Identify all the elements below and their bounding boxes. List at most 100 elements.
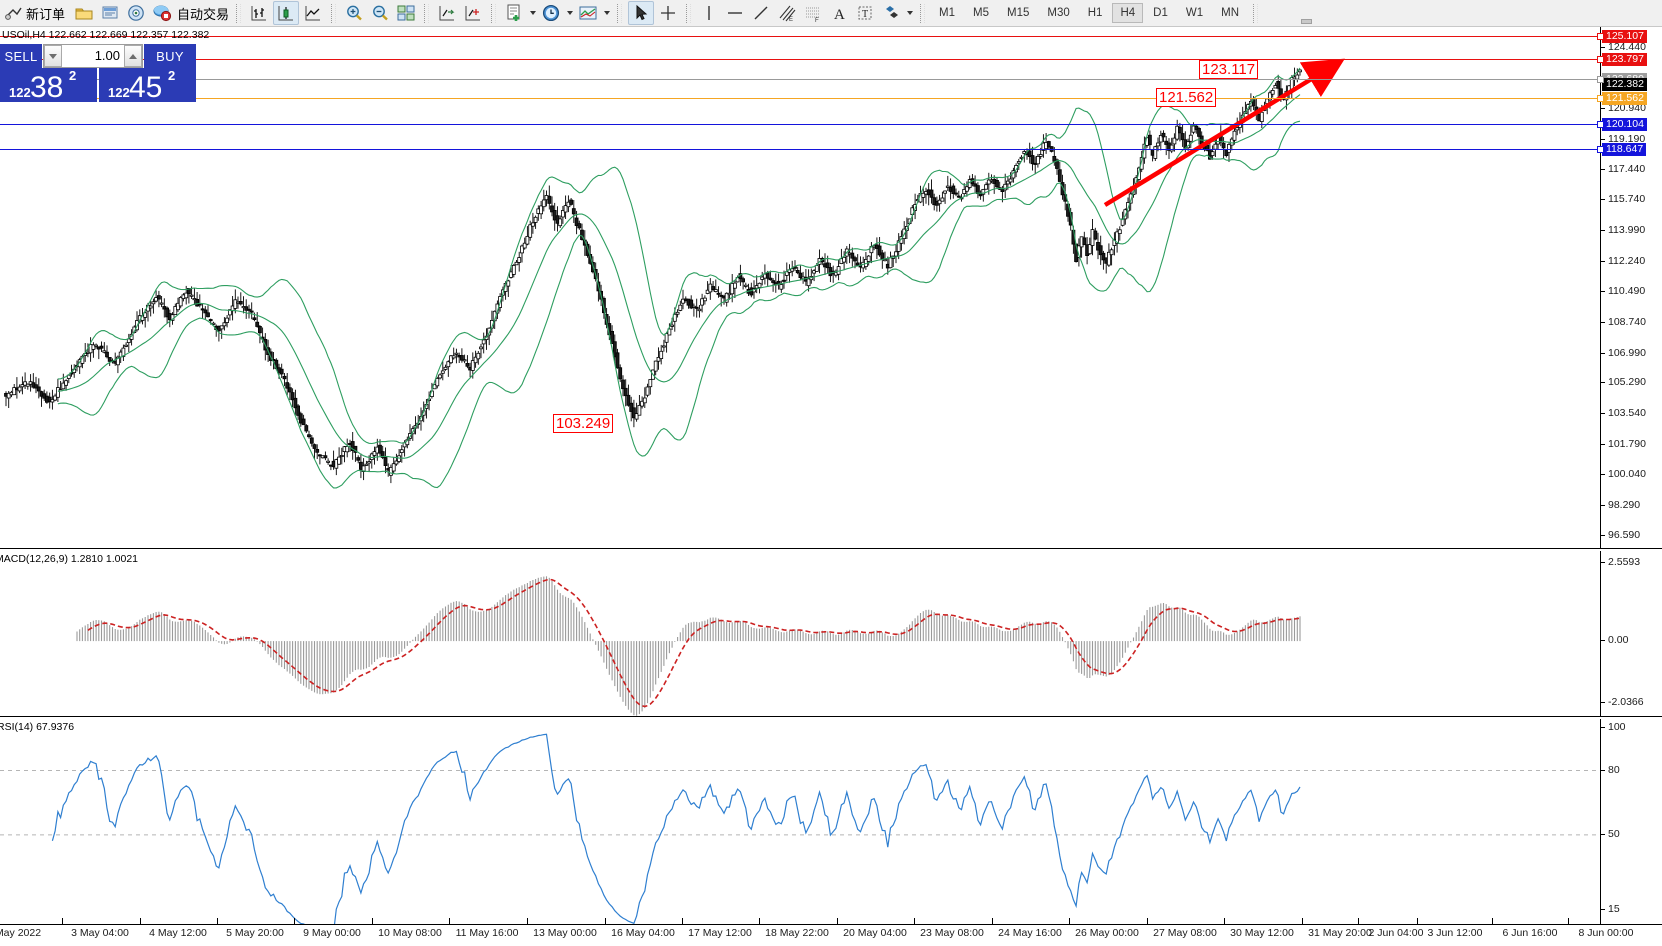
time-tick-mark (1069, 918, 1070, 925)
chart-area[interactable]: 124.440 120.940 119.190 117.440 115.740 113.9… (0, 19, 1662, 946)
tile-windows-button[interactable] (394, 2, 418, 24)
chart-annotation[interactable]: 103.249 (553, 414, 614, 433)
timeframe-mn[interactable]: MN (1221, 7, 1239, 19)
new-order-button[interactable]: 新订单 (1, 2, 70, 25)
time-tick-label: 18 May 22:00 (765, 927, 829, 939)
price-level-handle[interactable] (1597, 32, 1604, 40)
timeframe-w1[interactable]: W1 (1185, 7, 1204, 19)
period-dropdown-arrow[interactable] (564, 3, 575, 23)
price-level-label[interactable]: 121.562 (1602, 92, 1647, 106)
price-level-label[interactable]: 118.647 (1602, 143, 1647, 157)
price-axis[interactable]: 124.440 120.940 119.190 117.440 115.740 113.9… (1600, 27, 1662, 548)
price-tick: 96.590 (1601, 529, 1640, 541)
price-level-line[interactable] (0, 98, 1600, 100)
tile-windows-icon (397, 5, 415, 21)
svg-text:T: T (862, 9, 868, 20)
zoom-in-button[interactable] (342, 2, 366, 24)
toolbar-separator (491, 3, 497, 23)
price-level-handle[interactable] (1597, 75, 1604, 83)
crosshair-button[interactable] (656, 2, 680, 24)
fibonacci-button[interactable]: F (801, 2, 825, 24)
equidistant-channel-button[interactable]: E (775, 2, 799, 24)
timeframe-h4[interactable]: H4 (1112, 3, 1144, 23)
chart-scroll-nub[interactable] (1301, 19, 1312, 24)
timeframe-m30[interactable]: M30 (1047, 7, 1070, 19)
chart-annotation[interactable]: 123.117 (1199, 60, 1259, 79)
timeframe-m15[interactable]: M15 (1007, 7, 1030, 19)
text-label-button[interactable]: T (853, 2, 877, 24)
buy-price-display[interactable]: 122 45 2 (99, 68, 196, 104)
candlestick-chart-button[interactable] (273, 1, 300, 25)
shapes-icon (886, 6, 899, 18)
rsi-pane[interactable]: RSI(14) 67.9376 100 80 50 15 (0, 719, 1662, 925)
shapes-dropdown-arrow[interactable] (904, 3, 915, 23)
svg-text:E: E (789, 17, 793, 23)
main-toolbar: 新订单 (0, 0, 1662, 27)
price-level-label[interactable]: 120.104 (1602, 117, 1647, 131)
toolbar-separator (331, 3, 337, 23)
macd-tick: 2.5593 (1601, 556, 1640, 568)
price-tick: 117.440 (1601, 163, 1645, 175)
price-level-handle[interactable] (1597, 120, 1604, 128)
sell-price-lead: 122 (9, 85, 31, 100)
bar-chart-button[interactable] (247, 2, 271, 24)
timeframe-m1[interactable]: M1 (939, 7, 956, 19)
price-level-line[interactable] (0, 78, 1600, 80)
price-level-line[interactable] (0, 149, 1600, 151)
trendline-button[interactable] (749, 2, 773, 24)
price-level-label[interactable]: 125.107 (1602, 29, 1647, 43)
horizontal-line-button[interactable] (723, 2, 747, 24)
volume-increase-button[interactable] (124, 45, 142, 67)
chart-shift-button[interactable] (435, 2, 459, 24)
time-tick-label: 5 May 20:00 (226, 927, 284, 939)
price-level-label[interactable]: 122.382 (1602, 77, 1647, 91)
volume-decrease-button[interactable] (44, 45, 62, 67)
autotrading-label: 自动交易 (177, 6, 230, 22)
chart-annotation[interactable]: 121.562 (1156, 88, 1217, 107)
folder-button[interactable] (72, 2, 96, 24)
price-pane[interactable]: 124.440 120.940 119.190 117.440 115.740 113.9… (0, 27, 1662, 548)
price-level-line[interactable] (0, 58, 1600, 60)
text-button[interactable]: A (827, 2, 851, 24)
price-level-handle[interactable] (1597, 95, 1604, 103)
bar-chart-icon (251, 6, 267, 21)
sell-button[interactable]: SELL (0, 44, 42, 68)
price-level-line[interactable] (0, 35, 1600, 37)
buy-button[interactable]: BUY (144, 44, 196, 68)
timeframe-m5[interactable]: M5 (973, 7, 989, 19)
indicators-button[interactable] (576, 2, 600, 24)
volume-stepper[interactable]: 1.00 (43, 44, 143, 68)
timeframe-h1[interactable]: H1 (1087, 7, 1103, 19)
navigator-button[interactable] (124, 2, 148, 24)
indicators-dropdown-arrow[interactable] (601, 3, 612, 23)
templates-button[interactable] (502, 2, 526, 24)
macd-pane[interactable]: MACD(12,26,9) 1.2810 1.0021 2.5593 0.00 -2… (0, 551, 1662, 716)
time-tick-label: 2 Jun 04:00 (1368, 927, 1424, 939)
timeframe-group: M1 M5 M15 M30 H1 H4 D1 W1 MN (930, 3, 1248, 23)
vertical-line-button[interactable] (697, 2, 721, 24)
price-tick: 124.440 (1601, 41, 1646, 53)
price-level-label[interactable]: 123.797 (1602, 52, 1647, 66)
svg-text:A: A (834, 7, 845, 23)
cursor-button[interactable] (628, 1, 655, 25)
sell-price-display[interactable]: 122 38 2 (0, 68, 97, 104)
time-axis[interactable]: May 2022 3 May 04:00 4 May 12:00 5 May 20:0… (0, 918, 1662, 946)
time-tick-label: 31 May 20:00 (1308, 927, 1372, 939)
macd-canvas (76, 576, 1301, 716)
period-button[interactable] (539, 2, 563, 24)
price-level-handle[interactable] (1597, 55, 1604, 63)
templates-dropdown-arrow[interactable] (527, 3, 538, 23)
horizontal-line-icon (728, 12, 743, 14)
timeframe-d1[interactable]: D1 (1153, 7, 1168, 19)
price-level-handle[interactable] (1597, 146, 1604, 154)
price-level-line[interactable] (0, 123, 1600, 125)
line-chart-button[interactable] (301, 2, 325, 24)
zoom-out-button[interactable] (368, 2, 392, 24)
volume-input[interactable]: 1.00 (94, 48, 120, 63)
auto-scroll-button[interactable] (461, 2, 485, 24)
shapes-button[interactable] (879, 2, 903, 24)
autotrading-button[interactable] (150, 2, 174, 24)
price-tick: 103.540 (1601, 407, 1646, 419)
terminal-button[interactable] (98, 2, 122, 24)
